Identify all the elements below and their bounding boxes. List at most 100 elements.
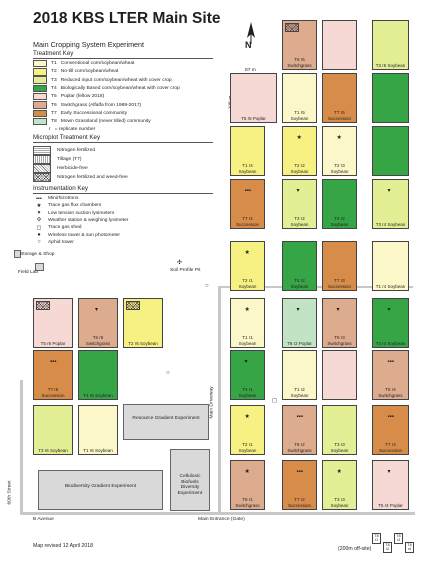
plot-cell: ▪▪▪ T7 r2 Succession xyxy=(282,460,317,510)
plot-cell: T5 r5 Poplar xyxy=(230,73,277,123)
instrument-symbol-icon: ★ xyxy=(36,202,42,209)
plot-cell: ★ T2 r3 Soybean xyxy=(322,126,357,176)
map-revised-date: Map revised 12 April 2018 xyxy=(33,543,93,549)
experiment-area-label: Biodiversity Gradient Experiment xyxy=(64,484,137,489)
instrumentation-key-item: ◻ Trace gas shed xyxy=(33,224,82,231)
microplot-hatch-icon xyxy=(126,301,140,310)
main-driveway-label: Main Driveway xyxy=(209,386,215,419)
microplot-text: Herbicide-free xyxy=(57,165,88,171)
treatment-swatch xyxy=(33,68,47,76)
divider xyxy=(33,193,213,194)
treatment-code: T1 xyxy=(51,61,57,66)
plot-cell: ★ T3 r3 Soybean xyxy=(322,460,357,510)
b-avenue-label: B Avenue xyxy=(33,517,54,522)
plot-cell: T1 r5 Soybean xyxy=(282,73,317,123)
experiment-area: Biodiversity Gradient Experiment xyxy=(38,470,163,510)
plot-label: T6 r5 Switchgrass xyxy=(287,57,312,68)
plot-cell: ▾ T8 r2 Poplar xyxy=(282,298,317,348)
instrument-symbol-icon: ● xyxy=(37,232,41,238)
field-lab-label: Field Lab xyxy=(18,270,39,275)
treatment-text: Reduced input corn/soybean/wheat with co… xyxy=(60,77,172,83)
page-subtitle: Main Cropping System Experiment xyxy=(33,40,145,49)
treatment-code: T2 xyxy=(51,69,57,75)
offsite-plot-label: T8 r1 xyxy=(374,534,379,542)
north-label: N xyxy=(245,40,252,50)
treatment-swatch xyxy=(33,109,47,118)
treatment-swatch xyxy=(33,117,47,126)
offsite-plot-label: T8 r2 xyxy=(385,543,390,551)
plot-label: T3 r6 Soybean xyxy=(38,447,68,453)
instrument-text: Weather station & weighing lysimeter xyxy=(48,217,129,223)
aphid-tower-icon: ○ xyxy=(166,370,170,376)
plot-cell: T1 r4 Soybean xyxy=(230,126,265,176)
instrument-marker-icon: ▾ xyxy=(387,188,391,194)
treatment-code: T5 xyxy=(51,94,57,100)
plot-cell: ▪▪▪ T7 r6 Succession xyxy=(33,350,73,400)
microplot-swatch xyxy=(33,145,51,155)
plot-cell: T4 r2 Soybean xyxy=(282,241,317,291)
instrument-marker-icon: ▪▪▪ xyxy=(387,414,394,420)
treatment-text: Poplar (fellow 2018) xyxy=(60,94,105,100)
treatment-text: Conventional corn/soybean/wheat xyxy=(60,61,135,66)
plot-cell: T6 r5 Switchgrass xyxy=(282,20,317,70)
plot-label: T3 r4 Soybean xyxy=(375,221,406,227)
divider xyxy=(33,142,213,143)
plot-cell: T4 r2 Soybean xyxy=(322,179,357,229)
plot-label: T3 r5 Soybean xyxy=(375,62,406,68)
main-driveway-road xyxy=(218,286,221,513)
treatment-key-item: T1 Conventional corn/soybean/wheat xyxy=(33,59,135,68)
page-title: 2018 KBS LTER Main Site xyxy=(33,10,221,27)
plot-label: T2 r1 Soybean xyxy=(238,278,257,289)
instrument-text: Trace gas shed xyxy=(48,225,82,231)
plot-cell: T3 r5 Soybean xyxy=(372,20,409,70)
instrument-marker-icon: ★ xyxy=(336,135,342,141)
microplot-text: Nitrogen fertilized and weed-free xyxy=(57,174,128,180)
plot-cell: ▾ T6 r6 Switchgrass xyxy=(78,298,118,348)
instrumentation-key-heading: Instrumentation Key xyxy=(33,185,89,192)
plot-cell xyxy=(322,20,357,70)
plot-label: T6 r1 Switchgrass xyxy=(235,497,260,508)
plot-label: T4 r4 Soybean xyxy=(375,340,406,346)
treatment-key-item: T6 Switchgrass (Alfalfa from 1989-2017) xyxy=(33,101,141,109)
experiment-area-label: Resource Gradient Experiment xyxy=(132,416,200,421)
plot-label: T4 r6 Soybean xyxy=(83,392,113,398)
treatment-key-item: T2 No-till corn/soybean/wheat xyxy=(33,68,118,76)
soil-pit-marker-icon: ✣ xyxy=(177,260,183,266)
instrument-text: Low tension suction lysimeters xyxy=(48,210,115,216)
instrument-marker-icon: ★ xyxy=(336,469,342,475)
plot-cell: T3 r6 Soybean xyxy=(33,405,73,455)
instrument-marker-icon: ▾ xyxy=(387,307,391,313)
offsite-plot: T8 r3 xyxy=(394,533,403,544)
microplot-hatch-icon xyxy=(36,301,50,310)
treatment-code: r xyxy=(49,127,51,133)
plot-label: T7 r3 Succession xyxy=(327,278,351,289)
treatment-swatch xyxy=(33,59,47,68)
plot-label: T3 r3 Soybean xyxy=(330,442,349,453)
treatment-code: T7 xyxy=(51,110,57,116)
plot-cell xyxy=(372,73,409,123)
plot-cell: T7 r5 Succession xyxy=(322,73,357,123)
60th-street-road xyxy=(20,380,23,515)
microplot-hatch-icon xyxy=(285,23,299,32)
plot-cell: ▾ T5 r4 Poplar xyxy=(372,460,409,510)
plot-cell: ▪▪▪ T7 r4 Succession xyxy=(372,405,409,455)
instrument-symbol-icon: ▪▪▪ xyxy=(36,195,42,202)
north-arrow-icon xyxy=(247,22,255,44)
microplot-key-item: Nitrogen fertilized and weed-free xyxy=(33,172,128,182)
plot-label: T5 r4 Poplar xyxy=(378,502,403,508)
instrument-symbol-icon: ◻ xyxy=(36,224,42,231)
plot-cell: T2 r6 Soybean xyxy=(123,298,163,348)
treatment-swatch xyxy=(33,76,47,84)
instrument-marker-icon: ▾ xyxy=(296,188,300,194)
treatment-key-heading: Treatment Key xyxy=(33,50,74,57)
instrument-symbol-icon: ✣ xyxy=(36,217,42,224)
instrument-marker-icon: ▪▪▪ xyxy=(296,469,303,475)
plot-label: T4 r2 Soybean xyxy=(330,216,349,227)
instrument-marker-icon: ▪▪▪ xyxy=(387,359,394,365)
plot-label: T4 r1 Soybean xyxy=(238,387,257,398)
offsite-plot: T8 r2 xyxy=(383,542,392,553)
microplot-swatch xyxy=(33,154,51,164)
experiment-area: Cellulosic Biofuels Diversity Experiment xyxy=(170,449,210,511)
plot-label: T1 r5 Soybean xyxy=(290,110,309,121)
treatment-swatch xyxy=(33,127,45,133)
